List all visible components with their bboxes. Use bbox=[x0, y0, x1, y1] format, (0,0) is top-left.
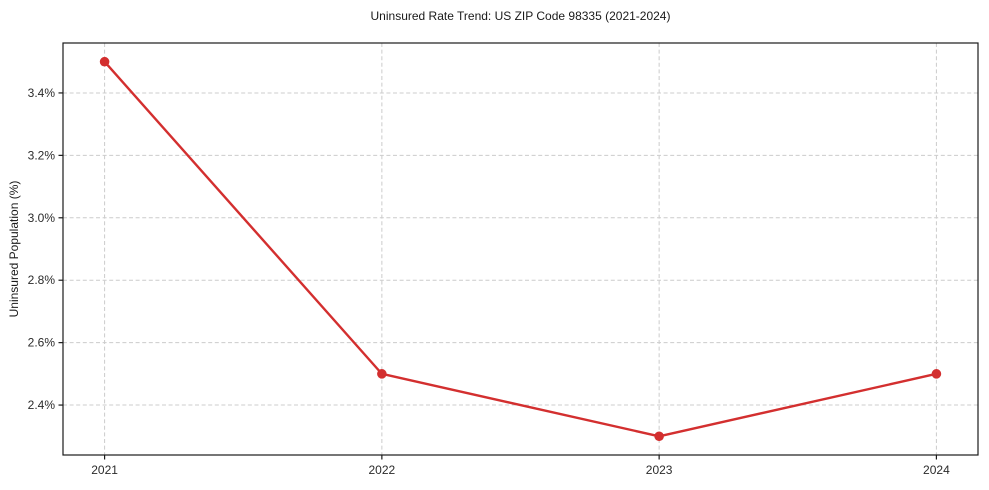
data-point-marker bbox=[377, 369, 387, 379]
x-tick-label: 2022 bbox=[369, 463, 396, 477]
y-tick-label: 3.4% bbox=[28, 86, 56, 100]
chart-title: Uninsured Rate Trend: US ZIP Code 98335 … bbox=[370, 9, 671, 23]
trend-line bbox=[103, 60, 938, 438]
plot-border bbox=[62, 42, 979, 456]
y-tick-label: 2.8% bbox=[28, 273, 56, 287]
y-tick-label: 2.4% bbox=[28, 398, 56, 412]
x-tick-label: 2023 bbox=[646, 463, 673, 477]
y-tick-label: 3.2% bbox=[28, 148, 56, 162]
y-tick-label: 3.0% bbox=[28, 211, 56, 225]
y-tick-label: 2.6% bbox=[28, 336, 56, 350]
x-tick-label: 2021 bbox=[91, 463, 118, 477]
data-point-marker bbox=[931, 369, 942, 379]
data-point-marker bbox=[654, 431, 664, 442]
x-tick-label: 2024 bbox=[923, 463, 950, 477]
data-point-marker bbox=[99, 56, 110, 67]
